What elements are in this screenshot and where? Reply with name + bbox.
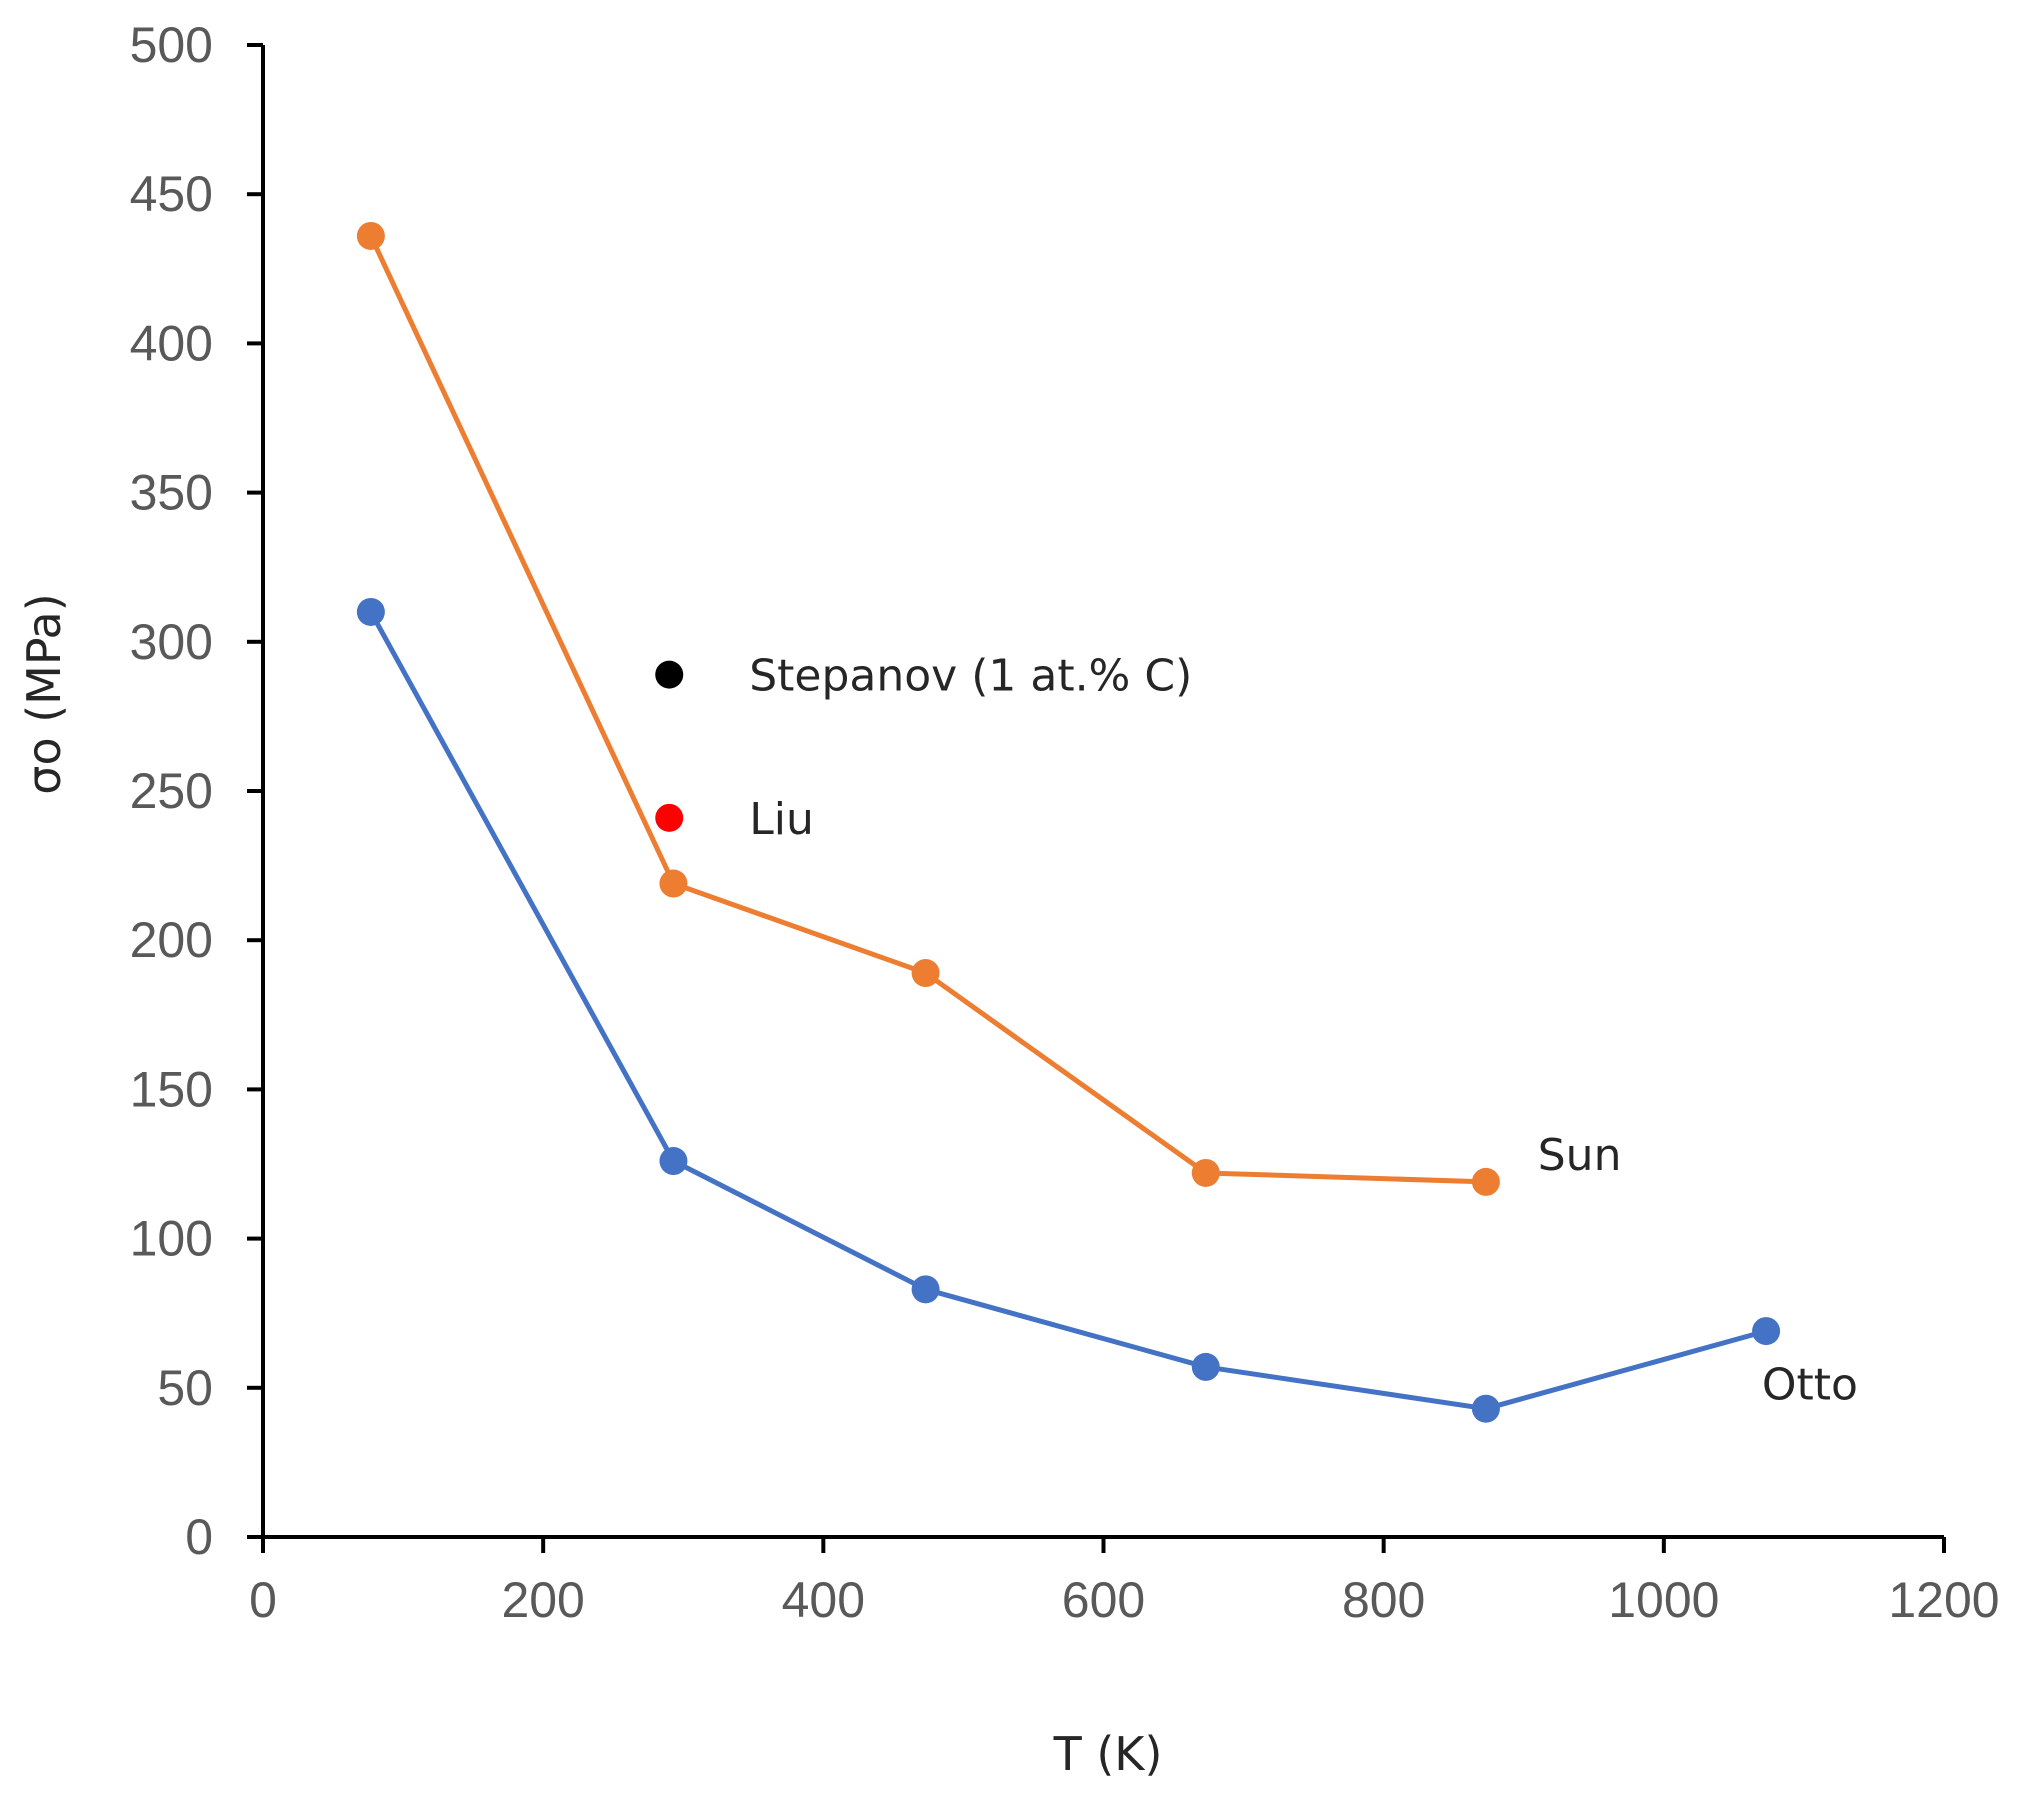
data-point-otto (356, 597, 385, 626)
x-axis-title: T (K) (1053, 1727, 1163, 1781)
data-point-stepanov-1-at-c (655, 660, 684, 689)
point-liu: Liu (655, 794, 814, 845)
x-tick-label: 800 (1342, 1572, 1425, 1628)
y-tick-label: 250 (130, 763, 213, 819)
y-tick-label: 450 (130, 166, 213, 222)
axes: 0 50 100 150 200 250 300 350 400 450 500 0 200 400 600… (130, 17, 2000, 1628)
data-point-liu (655, 803, 684, 832)
y-axis-title: σo (MPa) (17, 593, 71, 794)
point-label-liu: Liu (749, 794, 814, 845)
y-tick-label: 100 (130, 1211, 213, 1267)
y-tick-label: 150 (130, 1061, 213, 1117)
data-point-sun (659, 869, 688, 898)
y-tick-label: 500 (130, 17, 213, 73)
x-tick-label: 1000 (1608, 1572, 1719, 1628)
y-tick-label: 300 (130, 614, 213, 670)
data-point-sun (1471, 1167, 1500, 1196)
y-tick-label: 350 (130, 465, 213, 521)
x-tick-label: 600 (1062, 1572, 1145, 1628)
x-tick-label: 400 (782, 1572, 865, 1628)
data-point-sun (1191, 1158, 1220, 1187)
data-point-otto (911, 1275, 940, 1304)
data-point-otto (1471, 1394, 1500, 1423)
x-tick-label: 0 (249, 1572, 277, 1628)
data-point-sun (911, 959, 940, 988)
data-point-sun (356, 221, 385, 250)
y-tick-label: 200 (130, 912, 213, 968)
series-sun: Sun (356, 221, 1622, 1196)
y-tick-label: 50 (157, 1360, 213, 1416)
series-otto: Otto (356, 597, 1858, 1423)
series-line-otto (368, 610, 1767, 1412)
y-tick-label: 0 (185, 1509, 213, 1565)
data-point-otto (1752, 1317, 1781, 1346)
points-layer: Stepanov (1 at.% C) Liu (655, 651, 1192, 845)
data-point-otto (659, 1147, 688, 1176)
data-point-otto (1191, 1352, 1220, 1381)
series-label-sun: Sun (1538, 1130, 1622, 1181)
series-label-otto: Otto (1762, 1360, 1858, 1411)
y-tick-label: 400 (130, 315, 213, 371)
point-label-stepanov-1-at-c: Stepanov (1 at.% C) (749, 651, 1192, 702)
point-stepanov-1-at-c: Stepanov (1 at.% C) (655, 651, 1192, 702)
series-layer: Sun Otto (356, 221, 1858, 1423)
x-tick-label: 1200 (1888, 1572, 1999, 1628)
x-tick-label: 200 (501, 1572, 584, 1628)
